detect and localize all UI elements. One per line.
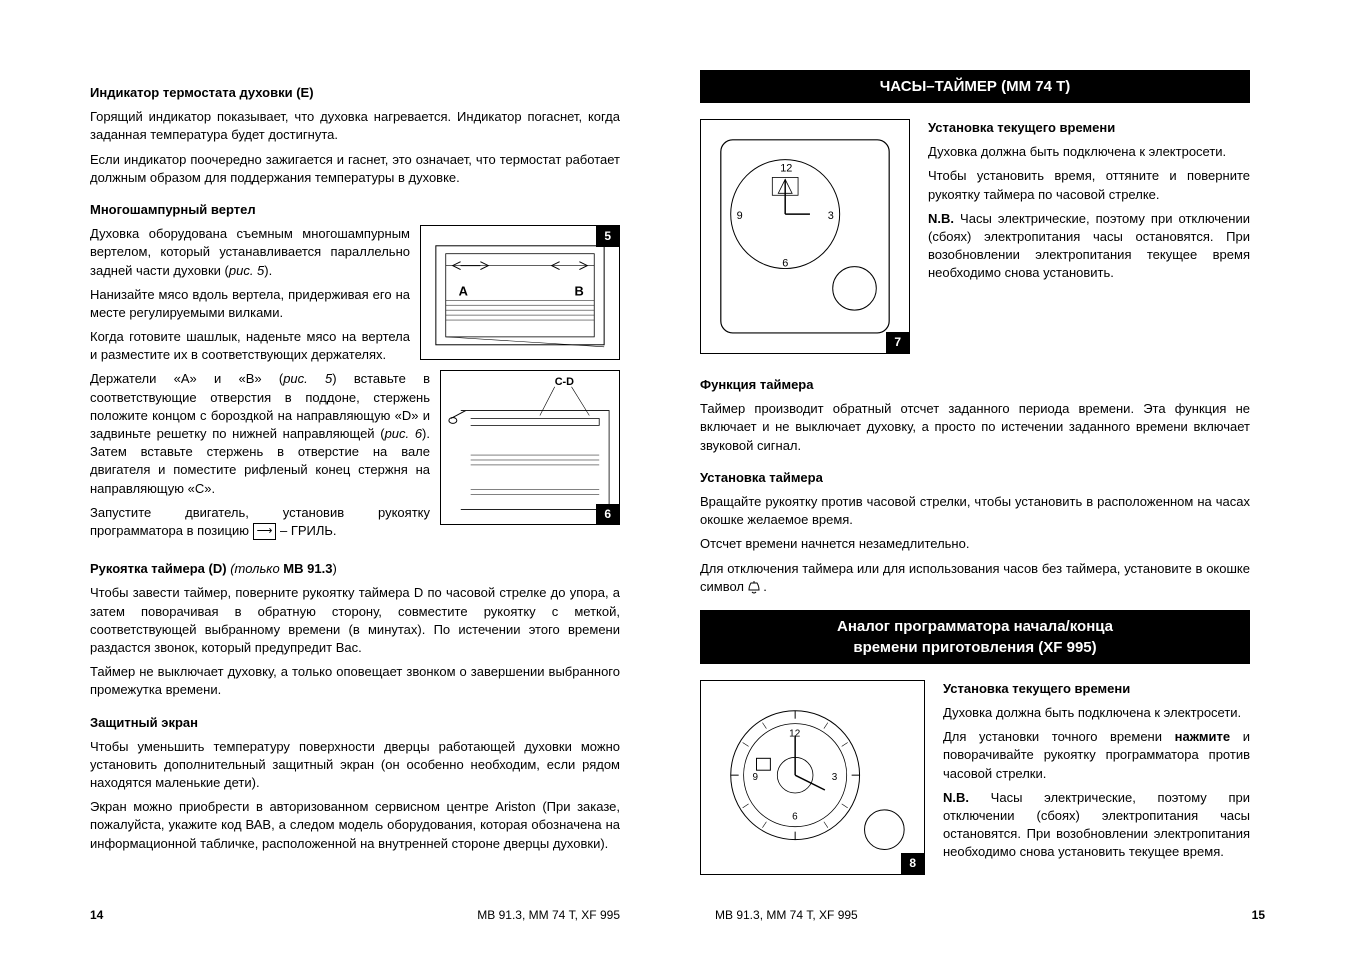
svg-text:9: 9 [753,772,759,783]
svg-text:C-D: C-D [555,376,574,388]
figure-5-svg: A B [421,226,619,360]
para: Отсчет времени начнется незамедлительно. [700,535,1250,553]
heading-shield: Защитный экран [90,714,620,732]
heading-timer-func: Функция таймера [700,376,1250,394]
fig5-label-a: A [459,283,468,298]
heading-set-timer: Установка таймера [700,469,1250,487]
figure-number: 8 [901,853,924,874]
svg-text:6: 6 [792,812,798,823]
figure-8-svg: 12 3 6 9 [701,681,924,874]
figure-6-svg: C-D [441,371,619,524]
heading-thermostat: Индикатор термостата духовки (Е) [90,84,620,102]
svg-text:3: 3 [832,772,838,783]
right-page: ЧАСЫ–ТАЙМЕР (ММ 74 Т) 7 12 3 6 9 [700,70,1250,883]
models-label: МВ 91.3, ММ 74 Т, XF 995 [477,907,620,924]
para: Экран можно приобрести в авторизованном … [90,798,620,853]
svg-text:9: 9 [737,210,743,222]
footer-right: МВ 91.3, ММ 74 Т, XF 995 15 [715,907,1265,924]
figure-number: 5 [596,226,619,247]
para: Чтобы завести таймер, поверните рукоятку… [90,584,620,657]
figure-5: 5 A B [420,225,620,360]
left-page: Индикатор термостата духовки (Е) Горящий… [90,70,620,883]
heading-timer-knob: Рукоятка таймера (D) (только МВ 91.3) [90,560,620,578]
para: Чтобы уменьшить температуру поверхности … [90,738,620,793]
svg-text:12: 12 [780,163,792,175]
figure-8: 8 12 3 6 9 [700,680,925,875]
para: Таймер не выключает духовку, а только оп… [90,663,620,699]
para: Если индикатор поочередно зажигается и г… [90,151,620,187]
svg-text:3: 3 [828,210,834,222]
page-number: 14 [90,907,103,924]
section-header-programmer: Аналог программатора начала/конца времен… [700,610,1250,664]
para: Таймер производит обратный отсчет заданн… [700,400,1250,455]
svg-text:6: 6 [782,258,788,270]
bell-icon [748,580,760,594]
figure-7: 7 12 3 6 9 [700,119,910,354]
section-header-clock: ЧАСЫ–ТАЙМЕР (ММ 74 Т) [700,70,1250,103]
heading-spit: Многошампурный вертел [90,201,620,219]
figure-number: 7 [886,332,909,353]
grill-icon: ⟶ [253,523,277,540]
page-spread: Индикатор термостата духовки (Е) Горящий… [0,0,1351,923]
footer-left: 14 МВ 91.3, ММ 74 Т, XF 995 [90,907,620,924]
fig5-label-b: B [574,283,583,298]
para: Горящий индикатор показывает, что духовк… [90,108,620,144]
figure-7-svg: 12 3 6 9 [701,120,909,353]
models-label: МВ 91.3, ММ 74 Т, XF 995 [715,907,858,924]
para: Вращайте рукоятку против часовой стрелки… [700,493,1250,529]
figure-number: 6 [596,504,619,525]
page-number: 15 [1252,907,1265,924]
para: Для отключения таймера или для использов… [700,560,1250,596]
figure-6: 6 C-D [440,370,620,525]
